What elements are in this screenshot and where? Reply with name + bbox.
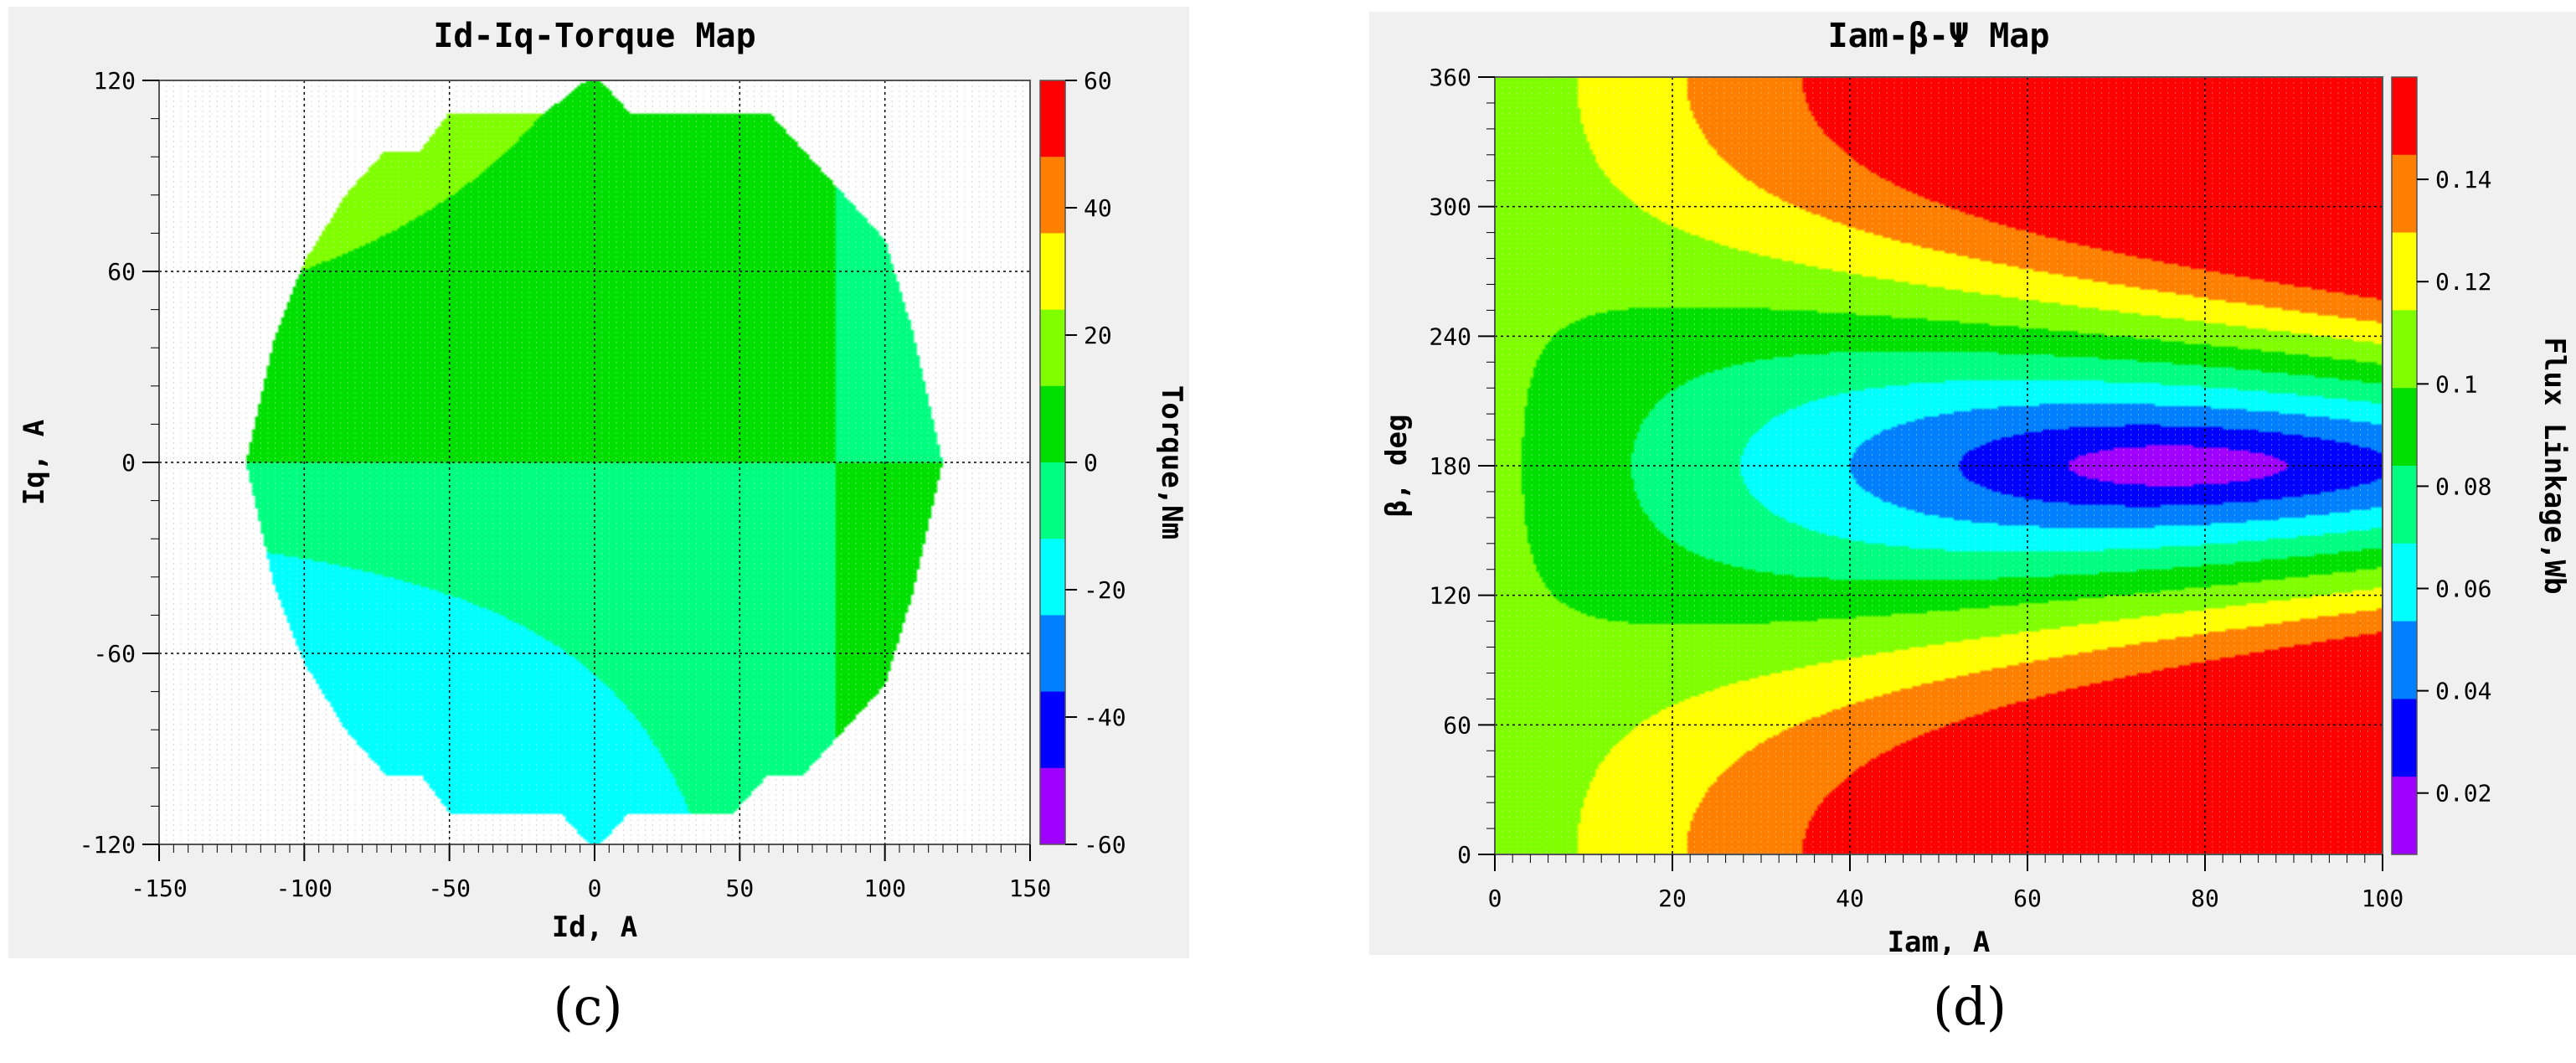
flux-xtick-label: 20: [1658, 885, 1687, 912]
flux-colorbar-frame: [2391, 76, 2418, 855]
torque-colorbar-swatch: [1040, 615, 1065, 693]
flux-colorbar-tick-label: 0.02: [2435, 780, 2491, 808]
torque-colorbar-swatch: [1040, 233, 1065, 311]
flux-colorbar-swatch: [2392, 543, 2417, 622]
flux-colorbar-swatch: [2392, 77, 2417, 156]
flux-colorbar-swatch: [2392, 310, 2417, 389]
torque-colorbar-tick-label: -60: [1084, 831, 1126, 859]
torque-xtick-label: 50: [725, 875, 754, 902]
flux-colorbar-swatch: [2392, 232, 2417, 311]
torque-ytick-label: 120: [93, 67, 136, 95]
panel-label-c: (c): [553, 976, 623, 1037]
flux-colorbar-tick-label: 0.12: [2435, 268, 2491, 296]
torque-ytick-label: -60: [93, 640, 136, 668]
flux-colorbar-tick-label: 0.14: [2435, 166, 2491, 194]
flux-title: Iam-β-Ψ Map: [1828, 17, 2050, 55]
flux-colorbar-swatch: [2392, 388, 2417, 467]
torque-ytick-label: 60: [107, 258, 136, 286]
torque-colorbar-tick-label: 20: [1084, 322, 1112, 349]
flux-map-chart: 0 20 40 60 80 100 360 300 240 180 120 60 0 Iam-β-Ψ Ma…: [1380, 17, 2571, 959]
flux-ylabel: β, deg: [1380, 415, 1414, 518]
flux-xtick-label: 0: [1488, 885, 1502, 912]
torque-xtick-label: 0: [588, 875, 602, 902]
flux-xtick-label: 80: [2191, 885, 2219, 912]
flux-colorbar-tick-label: 0.08: [2435, 472, 2491, 500]
torque-xtick-label: 100: [863, 875, 906, 902]
torque-xtick-label: 150: [1009, 875, 1052, 902]
flux-colorbar-label: Flux Linkage,Wb: [2537, 337, 2571, 594]
torque-xtick-label: -100: [276, 875, 332, 902]
torque-colorbar-tick-label: -40: [1084, 704, 1126, 731]
flux-colorbar-swatch: [2392, 154, 2417, 234]
torque-ytick-label: -120: [80, 831, 136, 859]
torque-ytick-label: 0: [121, 449, 136, 477]
flux-xlabel: Iam, A: [1888, 926, 1991, 955]
flux-colorbar-tick-label: 0.06: [2435, 575, 2491, 603]
torque-colorbar-tick-label: 0: [1084, 449, 1098, 477]
torque-colorbar-swatch: [1040, 462, 1065, 539]
torque-xtick-label: -50: [428, 875, 471, 902]
flux-ytick-label: 180: [1429, 452, 1471, 480]
flux-map-panel: 0 20 40 60 80 100 360 300 240 180 120 60 0 Iam-β-Ψ Ma…: [1369, 12, 2576, 959]
flux-xtick-label: 60: [2013, 885, 2042, 912]
torque-colorbar-swatch: [1040, 691, 1065, 769]
torque-colorbar-swatch: [1040, 767, 1065, 845]
torque-xtick-label: -150: [131, 875, 187, 902]
torque-colorbar-tick-label: -20: [1084, 576, 1126, 604]
torque-map-panel: -150 -100 -50 0 50 100 150 120 60 0 -60 -120 Id-Iq-T…: [8, 7, 1189, 958]
flux-colorbar-tick-label: 0.1: [2435, 370, 2478, 398]
torque-xlabel: Id, A: [552, 911, 637, 944]
flux-colorbar-swatch: [2392, 699, 2417, 777]
torque-colorbar-tick-label: 60: [1084, 67, 1112, 95]
torque-map-chart: -150 -100 -50 0 50 100 150 120 60 0 -60 -120 Id-Iq-T…: [18, 17, 1188, 944]
torque-colorbar-swatch: [1040, 309, 1065, 387]
torque-colorbar-swatch: [1040, 385, 1065, 463]
flux-colorbar-tick-label: 0.04: [2435, 678, 2491, 705]
torque-colorbar-swatch: [1040, 539, 1065, 616]
torque-title: Id-Iq-Torque Map: [433, 17, 755, 55]
flux-colorbar-swatch: [2392, 466, 2417, 544]
torque-ylabel: Iq, A: [18, 420, 51, 505]
flux-ytick-label: 240: [1429, 323, 1471, 350]
flux-colorbar-swatch: [2392, 621, 2417, 699]
torque-colorbar-label: Torque,Nm: [1155, 385, 1188, 539]
flux-ytick-label: 0: [1457, 841, 1471, 869]
flux-xtick-label: 40: [1836, 885, 1864, 912]
flux-ytick-label: 300: [1429, 194, 1471, 221]
flux-colorbar-swatch: [2392, 777, 2417, 855]
torque-colorbar-tick-label: 40: [1084, 194, 1112, 222]
panel-label-d: (d): [1932, 976, 2007, 1037]
flux-xtick-label: 100: [2362, 885, 2404, 912]
flux-ytick-label: 60: [1443, 711, 1471, 739]
flux-ytick-label: 120: [1429, 582, 1471, 610]
flux-ytick-label: 360: [1429, 64, 1471, 91]
torque-colorbar-swatch: [1040, 157, 1065, 234]
torque-colorbar-swatch: [1040, 80, 1065, 157]
